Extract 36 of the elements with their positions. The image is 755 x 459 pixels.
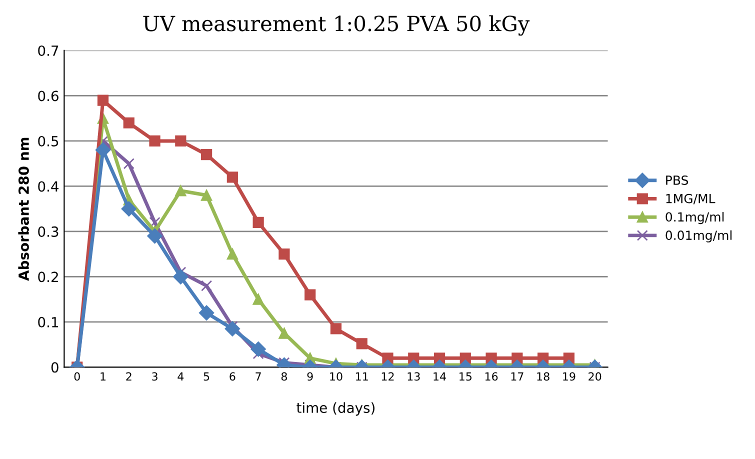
x-tick-label: 13 bbox=[408, 372, 420, 381]
x-tick-label: 12 bbox=[382, 372, 394, 381]
x-tick-label: 8 bbox=[281, 372, 287, 381]
x-tick-label: 15 bbox=[460, 372, 472, 381]
x-tick-label: 5 bbox=[204, 372, 210, 381]
legend-label: PBS bbox=[666, 175, 688, 185]
x-tick-label: 10 bbox=[330, 372, 342, 381]
x-tick-label: 9 bbox=[307, 372, 313, 381]
legend-label: 0.1mg/ml bbox=[666, 212, 724, 224]
y-tick-label: 0 bbox=[51, 362, 58, 373]
x-tick-label: 11 bbox=[356, 372, 368, 381]
x-tick-label: 3 bbox=[152, 372, 158, 381]
x-tick-label: 0 bbox=[74, 372, 80, 381]
x-tick-label: 17 bbox=[511, 372, 524, 381]
x-tick-label: 16 bbox=[485, 372, 498, 381]
x-tick-label: 19 bbox=[563, 372, 576, 381]
y-axis-title: Absorbant 280 nm bbox=[18, 138, 29, 281]
y-tick-label: 0.4 bbox=[38, 181, 59, 192]
legend-label: 0.01mg/ml bbox=[666, 230, 732, 242]
legend-label: 1MG/ML bbox=[666, 194, 716, 204]
x-tick-label: 14 bbox=[434, 372, 446, 381]
y-tick-label: 0.6 bbox=[38, 90, 58, 102]
y-tick-label: 0.1 bbox=[38, 316, 58, 328]
x-tick-label: 20 bbox=[588, 372, 602, 381]
x-tick-label: 7 bbox=[256, 372, 261, 381]
y-tick-label: 0.5 bbox=[38, 136, 58, 146]
y-tick-label: 0.3 bbox=[38, 226, 58, 237]
x-tick-label: 4 bbox=[178, 372, 184, 381]
x-tick-label: 1 bbox=[100, 372, 106, 381]
x-tick-label: 18 bbox=[537, 372, 550, 381]
x-tick-label: 2 bbox=[126, 372, 132, 381]
x-tick-label: 6 bbox=[230, 372, 236, 381]
y-tick-label: 0.2 bbox=[38, 272, 58, 282]
y-tick-label: 0.7 bbox=[38, 45, 58, 56]
x-axis-title: time (days) bbox=[296, 402, 374, 416]
chart-title: UV measurement 1:0.25 PVA 50 kGy bbox=[143, 15, 530, 36]
